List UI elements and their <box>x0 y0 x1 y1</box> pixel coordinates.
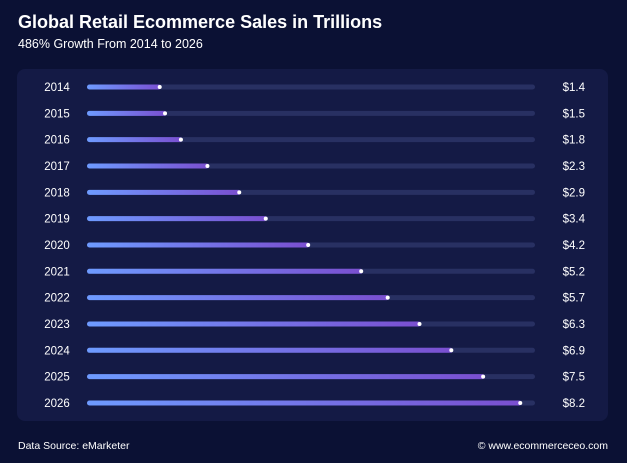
bar-end-dot <box>449 348 454 353</box>
bar-end-dot <box>417 321 422 326</box>
value-label: $7.5 <box>563 372 585 384</box>
value-label: $2.3 <box>563 161 585 173</box>
bar-row-2023: 2023 $6.3 <box>44 319 585 331</box>
bar <box>87 110 167 116</box>
bar-track <box>87 84 535 90</box>
value-label: $5.2 <box>563 266 585 278</box>
bar-row-2015: 2015 $1.5 <box>44 108 585 120</box>
value-label: $8.2 <box>563 398 585 410</box>
chart-title: Global Retail Ecommerce Sales in Trillio… <box>18 12 383 32</box>
bar <box>87 137 183 143</box>
bar-end-dot <box>237 190 242 195</box>
bar-end-dot <box>205 163 210 168</box>
year-label: 2014 <box>44 82 70 94</box>
site-credit: © www.ecommerceceo.com <box>477 440 608 452</box>
bar-row-2022: 2022 $5.7 <box>44 293 585 305</box>
bar <box>87 400 522 406</box>
year-label: 2019 <box>44 214 70 226</box>
year-label: 2023 <box>44 319 70 331</box>
value-label: $3.4 <box>563 214 586 226</box>
year-label: 2016 <box>44 135 70 147</box>
year-label: 2025 <box>44 372 70 384</box>
bar-row-2018: 2018 $2.9 <box>44 187 585 199</box>
bar-row-2024: 2024 $6.9 <box>44 345 585 357</box>
bar <box>87 189 241 195</box>
bar-row-2021: 2021 $5.2 <box>44 266 585 278</box>
bar-row-2016: 2016 $1.8 <box>44 135 585 147</box>
value-label: $1.5 <box>563 108 585 120</box>
value-label: $4.2 <box>563 240 585 252</box>
bar-end-dot <box>157 85 162 89</box>
bar <box>87 321 422 327</box>
bar <box>87 295 390 301</box>
bar <box>87 163 209 169</box>
bar-end-dot <box>178 137 183 142</box>
bar-row-2017: 2017 $2.3 <box>44 161 585 173</box>
bar <box>87 216 268 222</box>
bar-end-dot <box>481 374 486 379</box>
bar-end-dot <box>306 242 311 247</box>
bar-row-2014: 2014 $1.4 <box>44 82 585 94</box>
bar <box>87 374 485 380</box>
year-label: 2018 <box>44 187 70 199</box>
bar-end-dot <box>263 216 268 221</box>
data-source: Data Source: eMarketer <box>18 440 130 452</box>
bar-row-2019: 2019 $3.4 <box>44 214 585 226</box>
bar <box>87 84 162 90</box>
bar-end-dot <box>163 111 168 116</box>
bar-end-dot <box>385 295 390 300</box>
year-label: 2021 <box>44 266 70 278</box>
value-label: $2.9 <box>563 187 585 199</box>
year-label: 2026 <box>44 398 70 410</box>
value-label: $6.3 <box>563 319 585 331</box>
bar-end-dot <box>359 269 364 274</box>
bar-end-dot <box>518 400 523 405</box>
bar-row-2025: 2025 $7.5 <box>44 372 585 384</box>
bar <box>87 268 363 274</box>
year-label: 2020 <box>44 240 70 252</box>
year-label: 2024 <box>44 345 70 357</box>
value-label: $6.9 <box>563 345 585 357</box>
value-label: $1.4 <box>563 82 586 94</box>
year-label: 2017 <box>44 161 70 173</box>
year-label: 2015 <box>44 108 70 120</box>
year-label: 2022 <box>44 293 70 305</box>
bar <box>87 242 310 248</box>
bar-track <box>87 137 535 143</box>
bar-row-2026: 2026 $8.2 <box>44 398 585 410</box>
bar-track <box>87 110 535 116</box>
bar <box>87 347 453 353</box>
bar-row-2020: 2020 $4.2 <box>44 240 585 252</box>
value-label: $5.7 <box>563 293 585 305</box>
value-label: $1.8 <box>563 135 585 147</box>
chart-subtitle: 486% Growth From 2014 to 2026 <box>18 37 203 51</box>
